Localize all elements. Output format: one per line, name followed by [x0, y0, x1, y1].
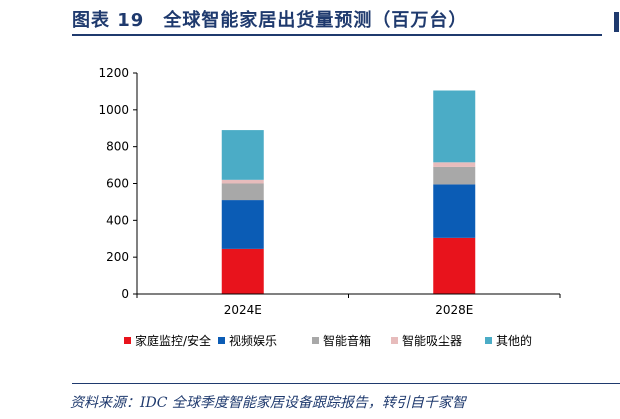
legend-label-3: 智能吸尘器	[402, 333, 462, 348]
bar-segment-1-3	[433, 162, 476, 167]
legend-label-0: 家庭监控/安全	[135, 333, 211, 348]
bar-segment-1-0	[433, 237, 476, 294]
legend-swatch-1	[218, 337, 225, 344]
y-tick-label-5: 1000	[98, 103, 129, 117]
legend: 家庭监控/安全 视频娱乐 智能音箱 智能吸尘器 其他的	[124, 333, 532, 348]
side-marker	[614, 12, 619, 32]
bar-segment-1-2	[433, 166, 476, 185]
x-tick-label-1: 2028E	[435, 303, 473, 317]
legend-swatch-2	[312, 337, 319, 344]
bars-layer	[221, 90, 476, 294]
figure-title: 图表 19 全球智能家居出货量预测（百万台）	[72, 10, 468, 31]
source-rule	[72, 383, 620, 384]
y-tick-label-2: 400	[106, 213, 129, 227]
y-tick-label-1: 200	[106, 250, 129, 264]
y-tick-label-4: 800	[106, 140, 129, 154]
legend-label-2: 智能音箱	[323, 333, 371, 348]
bar-segment-0-2	[221, 183, 264, 201]
legend-swatch-0	[124, 337, 131, 344]
title-rule	[72, 34, 602, 36]
bar-segment-0-1	[221, 200, 264, 249]
bar-segment-0-0	[221, 248, 264, 294]
x-tick-label-0: 2024E	[224, 303, 262, 317]
axes-layer: 0 200 400 600 800 1000 1200 2024E 2028E	[98, 66, 561, 317]
legend-label-1: 视频娱乐	[229, 333, 277, 348]
y-tick-label-6: 1200	[98, 66, 129, 80]
legend-label-4: 其他的	[496, 333, 532, 348]
bar-segment-0-4	[221, 130, 264, 180]
source-note: 资料来源：IDC 全球季度智能家居设备跟踪报告，转引自千家智	[70, 395, 466, 411]
legend-swatch-3	[391, 337, 398, 344]
stacked-bar-chart: 0 200 400 600 800 1000 1200 2024E 2028E 家庭监控/安全 视…	[98, 66, 561, 348]
bar-segment-1-4	[433, 90, 476, 163]
bar-segment-0-3	[221, 179, 264, 184]
legend-swatch-4	[485, 337, 492, 344]
y-tick-label-3: 600	[106, 177, 129, 191]
bar-segment-1-1	[433, 184, 476, 238]
y-tick-label-0: 0	[121, 287, 129, 301]
